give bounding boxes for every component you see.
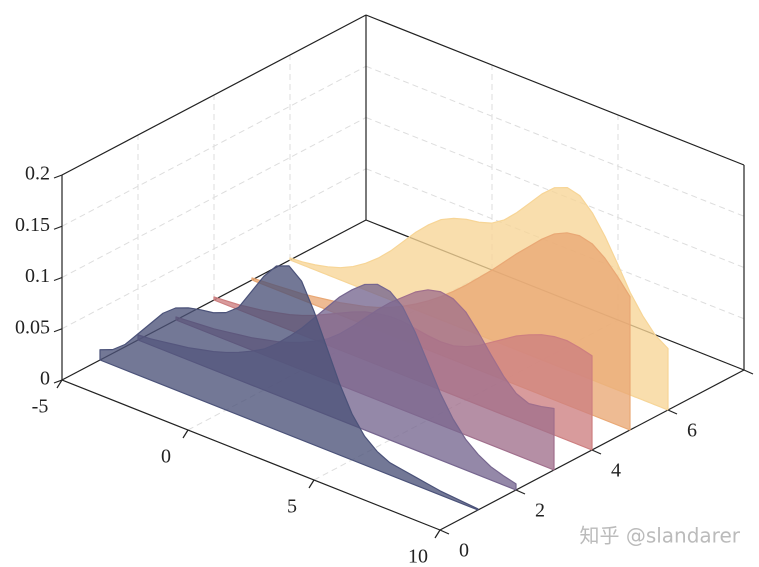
z-tick-label: 0.1	[25, 265, 50, 287]
y-tick-label: 0	[459, 540, 469, 562]
x-tick-label: 0	[161, 446, 171, 468]
tick-mark	[743, 369, 754, 375]
x-tick-label: 5	[287, 496, 297, 518]
y-tick-label: 2	[535, 500, 545, 522]
watermark: 知乎 @slandarer	[579, 524, 740, 548]
y-tick-label: 4	[611, 460, 621, 482]
y-tick-label: 6	[687, 420, 697, 442]
tick-mark	[308, 479, 315, 489]
axis-line	[365, 14, 745, 166]
tick-mark	[515, 489, 526, 495]
tick-mark	[439, 529, 450, 535]
tick-mark	[667, 409, 678, 415]
z-tick-label: 0.05	[15, 316, 50, 338]
tick-mark	[53, 379, 63, 384]
x-tick-label: -5	[32, 396, 49, 418]
axis-line	[61, 379, 441, 531]
tick-mark	[53, 225, 63, 230]
z-tick-label: 0.2	[25, 163, 50, 185]
tick-mark	[182, 429, 189, 439]
tick-mark	[53, 276, 63, 282]
tick-mark	[591, 449, 602, 455]
x-tick-label: 10	[408, 546, 428, 567]
axis-line	[61, 14, 367, 176]
grid-line	[365, 65, 745, 217]
tick-mark	[53, 328, 63, 333]
tick-mark	[434, 529, 441, 539]
z-tick-label: 0	[40, 368, 50, 390]
tick-mark	[53, 174, 63, 179]
ridge	[99, 265, 479, 511]
tick-mark	[56, 379, 63, 389]
z-tick-label: 0.15	[15, 214, 50, 236]
